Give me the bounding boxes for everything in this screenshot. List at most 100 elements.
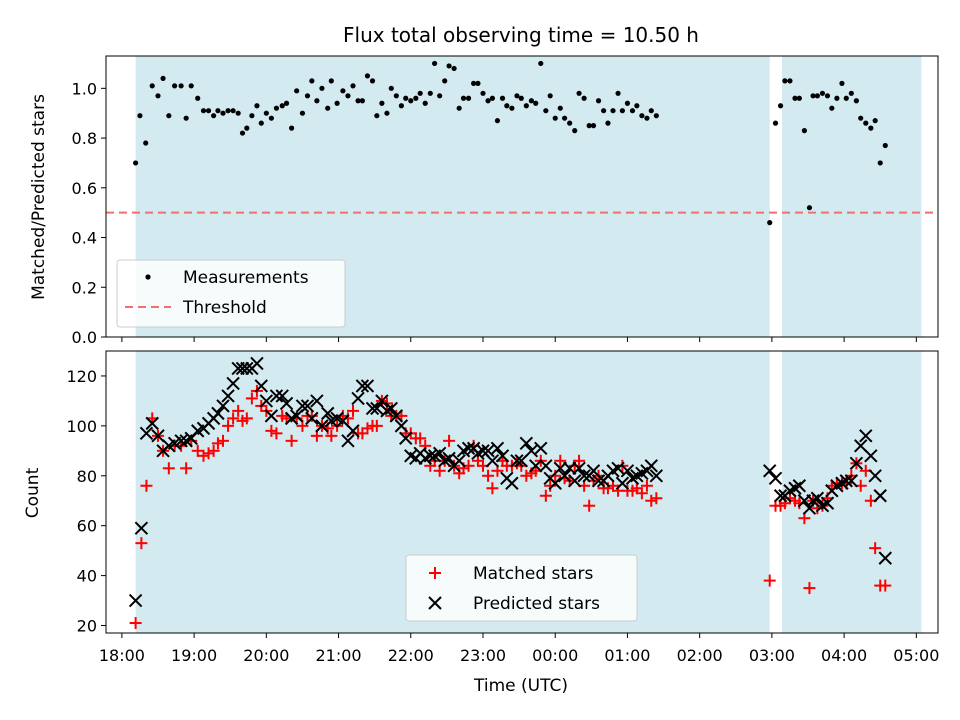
measurement-point xyxy=(528,98,534,104)
x-tick-label: 19:00 xyxy=(171,646,217,665)
predicted-star-point xyxy=(216,399,230,413)
measurement-point xyxy=(166,113,172,119)
measurement-point xyxy=(796,95,802,101)
measurement-point xyxy=(882,142,888,149)
measurement-point xyxy=(829,105,835,111)
matched-star-point xyxy=(583,499,596,512)
predicted-star-point xyxy=(295,399,310,413)
predicted-star-point xyxy=(139,426,154,441)
measurement-point xyxy=(523,103,529,109)
matched-star-point xyxy=(443,434,456,447)
predicted-star-point xyxy=(384,401,398,416)
measurement-point xyxy=(328,78,334,84)
chart-title: Flux total observing time = 10.50 h xyxy=(343,23,699,47)
legend-threshold-label: Threshold xyxy=(182,298,267,318)
predicted-star-point xyxy=(854,439,868,453)
matched-star-point xyxy=(554,454,567,467)
predicted-star-point xyxy=(810,491,825,505)
matched-star-point xyxy=(347,404,359,417)
predicted-star-point xyxy=(792,479,807,493)
measurement-point xyxy=(806,205,813,211)
measurement-point xyxy=(868,125,874,131)
predicted-star-point xyxy=(305,411,319,426)
y-tick-label: 0.2 xyxy=(72,278,97,297)
predicted-star-point xyxy=(490,441,505,456)
measurement-point xyxy=(567,120,573,126)
measurement-point xyxy=(465,95,472,101)
measurement-point xyxy=(619,108,625,114)
measurement-point xyxy=(572,128,578,134)
measurement-point xyxy=(345,93,351,99)
predicted-star-point xyxy=(365,401,380,416)
measurement-point xyxy=(624,100,631,106)
x-tick-label: 20:00 xyxy=(243,646,289,665)
matched-star-point xyxy=(549,469,562,482)
matched-star-point xyxy=(140,479,153,492)
predicted-star-point xyxy=(250,356,264,371)
measurement-point xyxy=(325,105,331,111)
measurement-point xyxy=(475,80,481,86)
x-tick-label: 23:00 xyxy=(460,646,506,665)
ratio-axes-frame xyxy=(105,55,939,338)
measurement-point xyxy=(422,100,428,106)
y-tick-label: 120 xyxy=(66,367,97,386)
measurement-point xyxy=(782,78,788,84)
predicted-star-point xyxy=(495,449,510,463)
predicted-star-point xyxy=(820,496,835,510)
measurement-point xyxy=(543,108,549,114)
x-axis-label: Time (UTC) xyxy=(473,676,568,696)
y-tick-label: 20 xyxy=(77,617,97,636)
measurement-point xyxy=(777,103,784,109)
predicted-star-point xyxy=(128,593,143,608)
predicted-star-point xyxy=(514,454,528,468)
x-tick-label: 03:00 xyxy=(749,646,795,665)
matched-star-point xyxy=(482,469,495,482)
measurement-point xyxy=(340,88,346,94)
measurement-point xyxy=(494,118,501,124)
matched-star-point xyxy=(763,574,776,587)
matched-star-point xyxy=(341,412,354,425)
measurement-point xyxy=(605,120,611,126)
measurement-point xyxy=(601,108,607,114)
measurement-point xyxy=(254,103,260,109)
predicted-star-point xyxy=(519,436,534,451)
measurement-point xyxy=(653,113,659,119)
predicted-star-point xyxy=(259,394,274,408)
measurement-point xyxy=(155,93,161,99)
measurement-point xyxy=(504,103,510,109)
measurement-point xyxy=(309,78,315,84)
y-tick-label: 0.8 xyxy=(72,129,97,148)
predicted-star-point xyxy=(211,406,225,421)
measurement-point xyxy=(273,105,280,111)
matched-star-point xyxy=(207,444,220,457)
measurement-point xyxy=(334,100,340,106)
measurement-point xyxy=(205,108,212,114)
measurement-point xyxy=(427,90,433,96)
observing-window-1 xyxy=(782,56,922,337)
measurement-point xyxy=(398,103,404,109)
predicted-star-point xyxy=(341,434,355,448)
predicted-star-point xyxy=(534,441,548,456)
measurement-point xyxy=(258,120,264,126)
matched-star-point xyxy=(162,462,175,475)
measurement-point xyxy=(279,103,285,109)
measurement-point xyxy=(388,85,394,91)
predicted-star-point xyxy=(548,476,562,490)
measurement-point xyxy=(359,98,365,104)
predicted-star-point xyxy=(878,551,892,565)
measurement-point xyxy=(499,95,506,101)
predicted-star-point xyxy=(355,379,370,393)
measurement-point xyxy=(304,93,311,99)
predicted-star-point xyxy=(461,441,476,456)
predicted-star-point xyxy=(615,476,630,490)
measurement-point xyxy=(595,98,602,104)
measurement-point xyxy=(384,110,390,116)
predicted-star-point xyxy=(839,474,853,488)
predicted-star-point xyxy=(873,489,887,503)
legend-predicted-label: Predicted stars xyxy=(473,594,600,614)
legend-predicted-marker xyxy=(428,596,442,610)
matched-star-point xyxy=(361,422,374,435)
measurement-point xyxy=(451,65,457,72)
predicted-star-point xyxy=(134,521,149,535)
